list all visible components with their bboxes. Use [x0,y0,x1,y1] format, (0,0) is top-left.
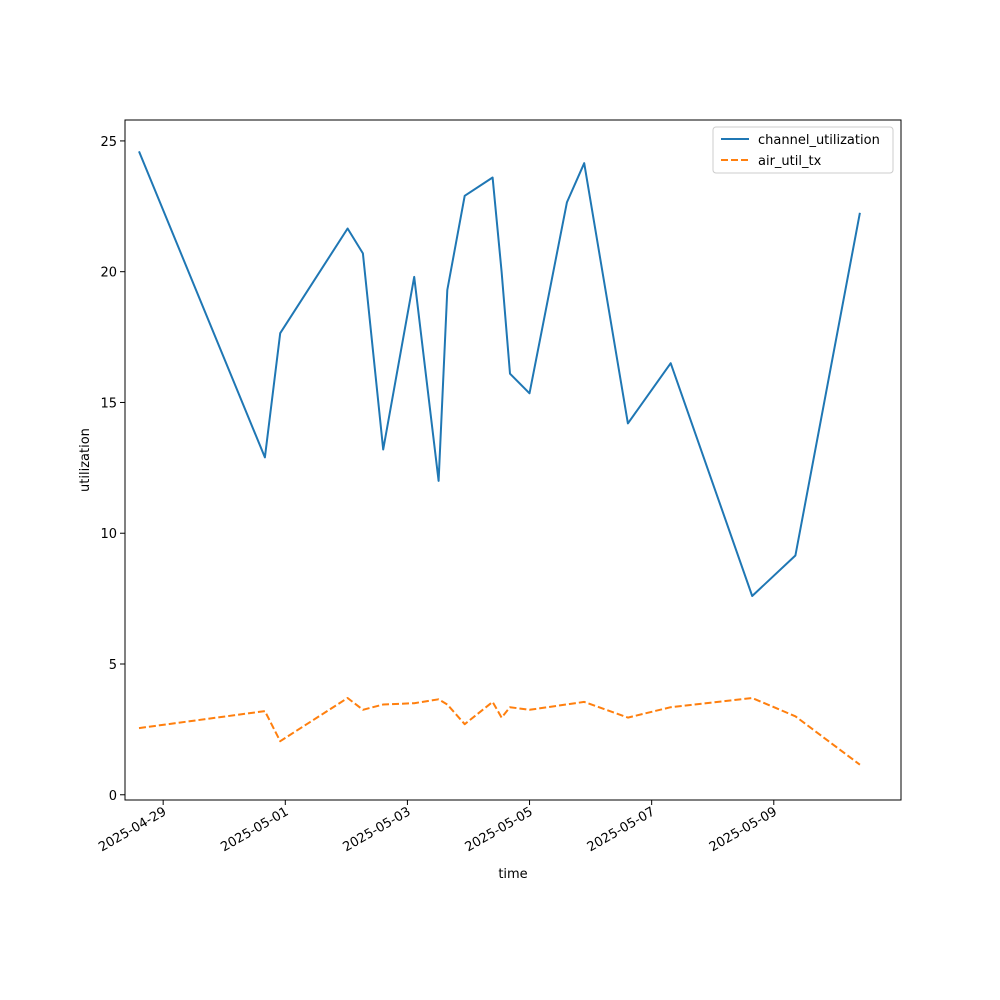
y-tick-label: 0 [109,789,117,804]
y-tick-label: 15 [100,396,117,411]
series-line-air-util-tx [138,697,861,766]
legend-entry: air_util_tx [758,154,822,169]
y-tick-label: 25 [100,135,117,150]
legend-box [712,126,894,174]
y-axis: 0 5 10 15 20 25 [100,135,125,804]
legend: channel_utilization air_util_tx [712,126,894,174]
y-tick-label: 20 [100,266,117,281]
axes-frame [124,119,902,801]
x-axis-label: time [498,867,527,882]
series-line-channel-utilization [138,151,861,597]
y-axis-label: utilization [78,428,93,492]
legend-entry: channel_utilization [758,133,880,148]
y-tick-label: 5 [109,658,117,673]
y-tick-label: 10 [100,527,117,542]
series-layer [138,151,861,766]
